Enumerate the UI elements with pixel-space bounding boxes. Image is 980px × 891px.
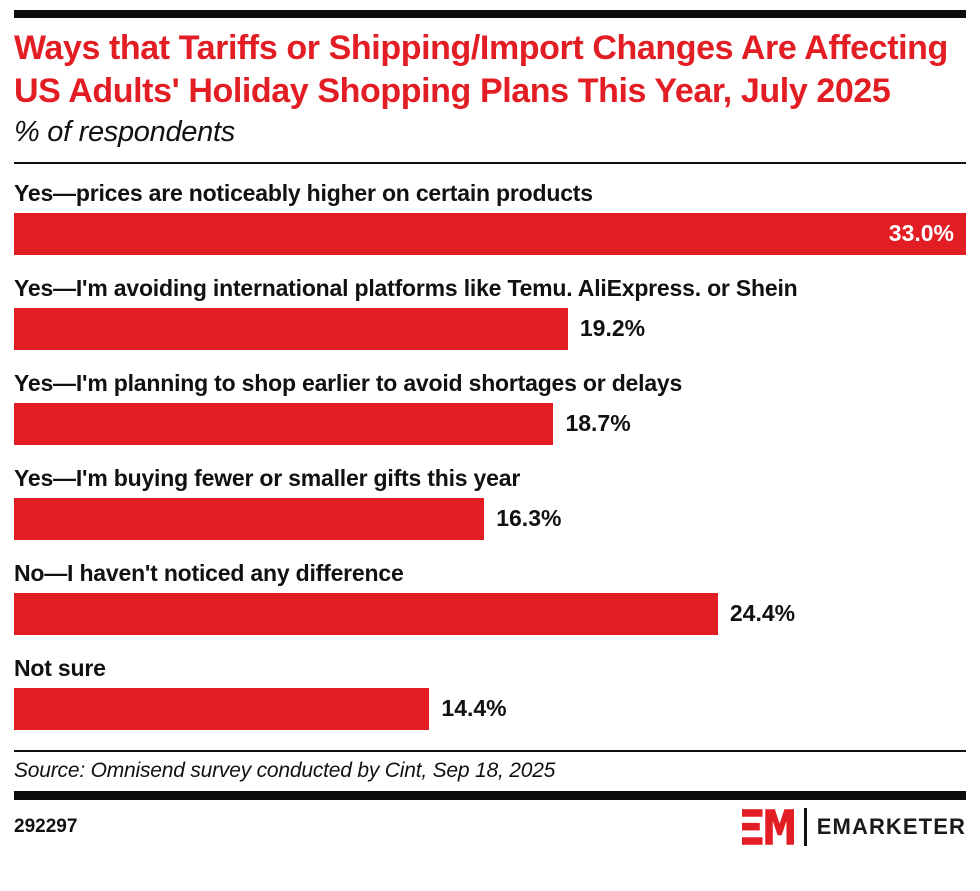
- bar: [14, 307, 568, 350]
- bar: [14, 497, 485, 540]
- chart-id: 292297: [14, 815, 78, 837]
- page-title: Ways that Tariffs or Shipping/Import Cha…: [14, 29, 948, 110]
- bar-track: 14.4%: [14, 687, 966, 730]
- source-divider: [14, 749, 966, 752]
- footer-row: 292297 EMARKETER: [14, 800, 966, 846]
- source-note: Source: Omnisend survey conducted by Cin…: [14, 758, 556, 782]
- emarketer-logo: EMARKETER: [741, 807, 966, 846]
- bar-value-label: 18.7%: [565, 410, 631, 437]
- bar-track: 33.0%: [14, 212, 966, 255]
- bar-category-label: No—I haven't noticed any difference: [14, 559, 404, 586]
- header-divider: [14, 161, 966, 164]
- bar-category-label: Yes—I'm planning to shop earlier to avoi…: [14, 369, 683, 396]
- page-subtitle: % of respondents: [14, 115, 235, 148]
- emarketer-wordmark: EMARKETER: [816, 813, 966, 839]
- top-rule: [14, 10, 966, 18]
- bar-row: Yes—I'm avoiding international platforms…: [14, 275, 966, 350]
- bar-track: 19.2%: [14, 307, 966, 350]
- bar-track: 16.3%: [14, 497, 966, 540]
- bar-value-label: 19.2%: [579, 315, 646, 342]
- bar: [14, 592, 718, 635]
- bar-category-label: Yes—I'm avoiding international platforms…: [14, 274, 798, 301]
- bar-rows: Yes—prices are noticeably higher on cert…: [14, 164, 966, 730]
- em-logo-mark-icon: [741, 808, 794, 845]
- bar-row: Not sure 14.4%: [14, 655, 966, 730]
- bar: [14, 687, 430, 730]
- bar-value-label: 14.4%: [441, 695, 507, 722]
- bar: 33.0%: [14, 212, 966, 255]
- bar-category-label: Not sure: [14, 654, 106, 681]
- bar-value-label: 16.3%: [496, 505, 562, 532]
- bar: [14, 402, 554, 445]
- bar-value-label: 33.0%: [888, 220, 954, 247]
- bar-category-label: Yes—I'm buying fewer or smaller gifts th…: [14, 464, 521, 491]
- bar-row: Yes—prices are noticeably higher on cert…: [14, 180, 966, 255]
- logo-divider: [803, 807, 807, 846]
- bar-row: No—I haven't noticed any difference 24.4%: [14, 560, 966, 635]
- bar-category-label: Yes—prices are noticeably higher on cert…: [14, 179, 593, 206]
- bar-value-label: 24.4%: [729, 600, 796, 627]
- bar-row: Yes—I'm planning to shop earlier to avoi…: [14, 370, 966, 445]
- bar-row: Yes—I'm buying fewer or smaller gifts th…: [14, 465, 966, 540]
- footer-rule: [14, 790, 966, 800]
- bar-track: 18.7%: [14, 402, 966, 445]
- bar-track: 24.4%: [14, 592, 966, 635]
